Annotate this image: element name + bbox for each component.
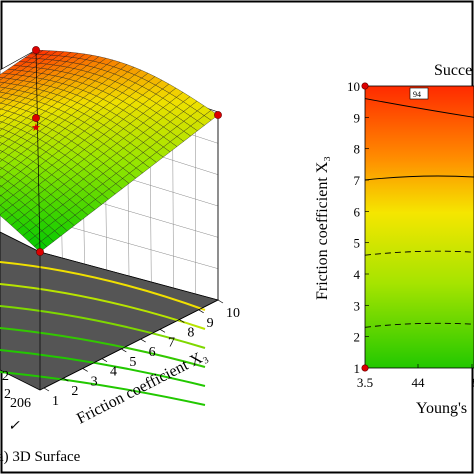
surface-facet — [0, 134, 3, 139]
surface-x-tick — [101, 358, 108, 362]
contour-y-tick-label: 8 — [354, 142, 361, 157]
contour-label-box — [409, 87, 429, 100]
surface-x-tick-label: 9 — [207, 316, 214, 331]
surface-design-point — [214, 111, 222, 119]
surface-facet — [0, 175, 3, 179]
surface-x-tick — [179, 319, 185, 323]
contour-x-tick-label: 8 — [472, 375, 474, 390]
surface-facet — [0, 150, 3, 154]
floor-contours — [0, 261, 206, 406]
contour-x-axis-label: Young's — [416, 400, 467, 417]
surface-y-tick-partial-a: 2 — [2, 369, 9, 384]
surface-y-label-partial: ✓ — [8, 419, 20, 434]
surface-facet — [0, 185, 2, 188]
surface-x-tick-label: 2 — [71, 384, 78, 399]
contour-line — [364, 175, 474, 181]
back-edge — [35, 49, 41, 253]
surface-x-tick-label: 8 — [187, 326, 194, 341]
surface-design-point — [32, 46, 40, 54]
surface-caption: a) 3D Surface — [0, 449, 81, 465]
contour-y-tick-label: 7 — [354, 173, 361, 188]
surface-x-axis — [43, 299, 219, 389]
surface-facet — [0, 158, 3, 162]
surface-facet — [0, 205, 7, 216]
floor-contour-line — [0, 283, 206, 330]
surface-design-point — [32, 114, 40, 122]
contour-y-axis-label: Friction coefficient X₃ — [314, 156, 331, 300]
surface-x-tick-label: 1 — [52, 394, 59, 409]
contour-points — [361, 82, 369, 372]
surface-center-star: ★ — [31, 122, 41, 134]
contour-y-tick-label: 9 — [354, 110, 361, 125]
contour-y-tick-label: 3 — [354, 298, 361, 313]
surface-x-tick-label: 7 — [168, 335, 175, 350]
contour-design-point — [361, 364, 369, 372]
surface-facet — [0, 166, 3, 171]
surface-facet — [0, 142, 3, 146]
surface-x-tick-label: 6 — [149, 345, 156, 360]
contour-y-tick-label: 10 — [347, 79, 360, 94]
contour-lines — [364, 98, 474, 328]
surface-x-tick — [198, 309, 204, 314]
contour-line — [364, 98, 474, 118]
surface-x-tick — [140, 338, 146, 343]
surface-x-tick-label: 3 — [91, 374, 98, 389]
contour-y-tick-label: 2 — [354, 330, 361, 345]
floor-contour-line — [0, 261, 206, 311]
surface-x-tick — [121, 348, 127, 353]
contour-y-ticks: 1 2 3 4 5 6 7 8 9 10 — [347, 79, 369, 376]
surface-x-tick-label: 4 — [110, 365, 117, 380]
contour-design-point — [361, 82, 369, 90]
surface-x-tick — [217, 299, 224, 304]
surface-x-tick — [63, 377, 69, 382]
surface-x-tick — [82, 368, 88, 372]
floor-contour-line — [0, 327, 206, 368]
floor-contour-line — [0, 305, 206, 349]
surface-grid — [0, 49, 219, 253]
surface-x-tick-label: 10 — [226, 306, 240, 321]
contour-y-tick-label: 5 — [354, 236, 361, 251]
contour-title-partial: Succe — [434, 62, 472, 79]
contour-fill — [365, 86, 474, 368]
contour-line — [364, 250, 474, 256]
surface-x-tick — [159, 329, 166, 333]
floor-contour-line — [0, 349, 206, 387]
surface-design-point — [36, 248, 44, 256]
contour-panel: 1 2 3 4 5 6 7 8 9 10 3.5 44 8 94 Succe Friction coe… — [314, 62, 474, 417]
contour-y-tick-label: 1 — [354, 361, 361, 376]
surface-x-tick — [43, 387, 50, 392]
surface-y-tick-206: 206 — [10, 396, 31, 411]
surface-facet — [0, 127, 3, 131]
contour-y-tick-label: 4 — [354, 267, 361, 282]
surface-facet — [0, 86, 6, 92]
surface-y-tick-partial-b: 2 — [4, 387, 11, 402]
contour-label-94: 94 — [413, 90, 421, 99]
contour-x-tick-label: 3.5 — [357, 375, 373, 390]
contour-frame — [364, 85, 474, 369]
surface-points: ★ — [31, 46, 222, 256]
contour-line — [364, 322, 474, 328]
contour-x-tick-label: 44 — [412, 375, 426, 390]
surface-x-tick-label: 5 — [129, 355, 136, 370]
floor-contour-line — [0, 371, 206, 406]
contour-y-tick-label: 6 — [354, 204, 361, 219]
